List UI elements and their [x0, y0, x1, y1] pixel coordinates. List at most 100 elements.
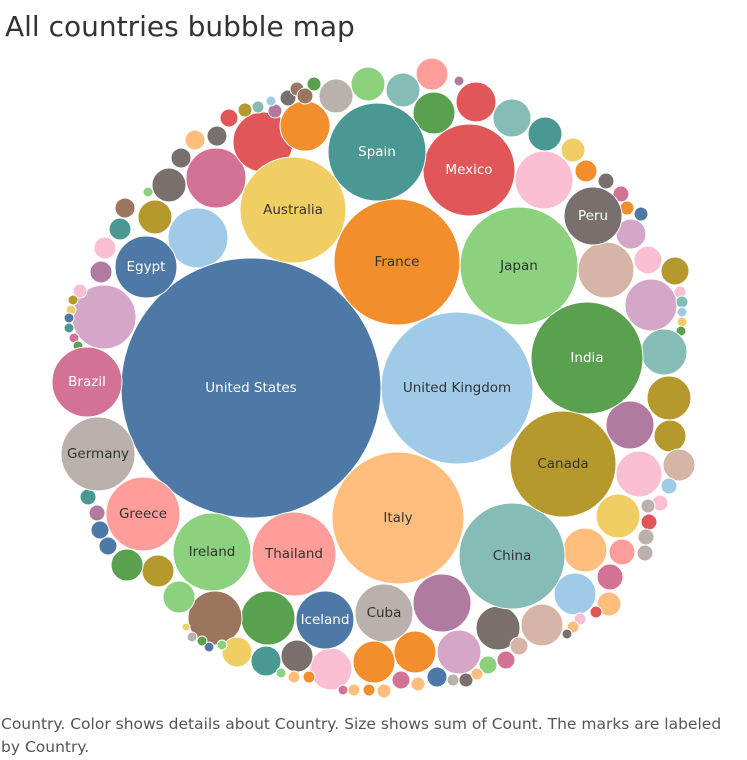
bubble[interactable] [352, 640, 396, 684]
bubble[interactable] [142, 186, 154, 198]
bubble-thailand[interactable] [251, 511, 337, 597]
bubble[interactable] [185, 147, 247, 209]
bubble[interactable] [79, 488, 97, 506]
bubble[interactable] [110, 548, 144, 582]
bubble[interactable] [221, 636, 253, 668]
bubble[interactable] [280, 639, 314, 673]
bubble-iceland[interactable] [295, 590, 355, 650]
bubble[interactable] [63, 312, 75, 324]
bubble[interactable] [615, 450, 663, 498]
bubble[interactable] [436, 629, 482, 675]
bubble-canada[interactable] [509, 410, 617, 518]
bubble[interactable] [605, 400, 655, 450]
bubble[interactable] [574, 159, 598, 183]
bubble[interactable] [237, 102, 253, 118]
bubble-chart[interactable]: United States United Kingdom France Japan It… [0, 0, 747, 705]
bubble[interactable] [108, 217, 132, 241]
bubble[interactable] [527, 116, 563, 152]
bubble[interactable] [492, 98, 532, 138]
bubble[interactable] [67, 294, 79, 306]
bubble[interactable] [251, 100, 265, 114]
bubble-united-kingdom[interactable] [380, 311, 534, 465]
bubble[interactable] [553, 572, 597, 616]
bubble[interactable] [337, 684, 349, 696]
bubble[interactable] [362, 683, 376, 697]
bubble[interactable] [453, 75, 465, 87]
bubble[interactable] [114, 197, 136, 219]
bubble[interactable] [265, 95, 277, 107]
bubble[interactable] [595, 493, 641, 539]
bubble[interactable] [306, 76, 322, 92]
bubble[interactable] [676, 316, 688, 328]
bubble[interactable] [186, 631, 198, 643]
bubble[interactable] [624, 278, 678, 332]
bubble[interactable] [608, 538, 636, 566]
bubble[interactable] [89, 260, 113, 284]
bubble[interactable] [376, 683, 392, 699]
bubble[interactable] [446, 673, 460, 687]
bubble[interactable] [410, 676, 426, 692]
bubble[interactable] [72, 283, 88, 299]
bubble[interactable] [391, 670, 411, 690]
bubble[interactable] [385, 72, 421, 108]
bubble-peru[interactable] [563, 186, 623, 246]
bubble-australia[interactable] [239, 156, 347, 264]
bubble[interactable] [196, 635, 208, 647]
bubble[interactable] [296, 87, 314, 105]
bubble[interactable] [496, 650, 516, 670]
bubble-china[interactable] [458, 502, 566, 610]
bubble[interactable] [309, 647, 353, 691]
bubble[interactable] [141, 554, 175, 588]
bubble[interactable] [589, 605, 603, 619]
bubble[interactable] [350, 66, 386, 102]
bubble[interactable] [162, 580, 196, 614]
bubble[interactable] [653, 419, 687, 453]
bubble-cuba[interactable] [354, 583, 414, 643]
bubble[interactable] [279, 100, 331, 152]
bubble[interactable] [640, 328, 688, 376]
bubble[interactable] [509, 636, 529, 656]
bubble-germany[interactable] [60, 416, 136, 492]
bubble[interactable] [219, 108, 239, 128]
bubble-egypt[interactable] [114, 235, 178, 299]
bubble[interactable] [151, 167, 187, 203]
bubble[interactable] [660, 477, 678, 495]
bubble[interactable] [137, 199, 173, 235]
bubble[interactable] [318, 78, 354, 114]
bubble[interactable] [216, 639, 228, 651]
bubble[interactable] [302, 670, 316, 684]
bubble[interactable] [184, 129, 206, 151]
bubble[interactable] [93, 236, 117, 260]
bubble[interactable] [675, 295, 689, 309]
bubble[interactable] [612, 185, 630, 203]
bubble[interactable] [206, 125, 228, 147]
bubble[interactable] [167, 207, 229, 269]
bubble[interactable] [478, 655, 498, 675]
bubble[interactable] [470, 667, 484, 681]
bubble[interactable] [250, 645, 282, 677]
bubble-spain[interactable] [327, 102, 427, 202]
bubble[interactable] [458, 672, 474, 688]
bubble[interactable] [640, 513, 658, 531]
bubble[interactable] [393, 630, 437, 674]
bubble-italy[interactable] [331, 451, 465, 585]
bubble[interactable] [561, 628, 573, 640]
bubble[interactable] [520, 603, 564, 647]
bubble[interactable] [577, 241, 635, 299]
bubble[interactable] [88, 504, 106, 522]
bubble[interactable] [98, 536, 118, 556]
bubble[interactable] [633, 206, 649, 222]
bubble[interactable] [275, 667, 287, 679]
bubble[interactable] [412, 573, 472, 633]
bubble-ireland[interactable] [172, 512, 252, 592]
bubble[interactable] [633, 245, 663, 275]
bubble-india[interactable] [530, 301, 644, 415]
bubble[interactable] [63, 322, 75, 334]
bubble[interactable] [636, 544, 654, 562]
bubble[interactable] [181, 622, 191, 632]
bubble[interactable] [240, 590, 296, 646]
bubble[interactable] [596, 563, 624, 591]
bubble[interactable] [637, 528, 655, 546]
bubble[interactable] [596, 591, 622, 617]
bubble[interactable] [415, 57, 449, 91]
